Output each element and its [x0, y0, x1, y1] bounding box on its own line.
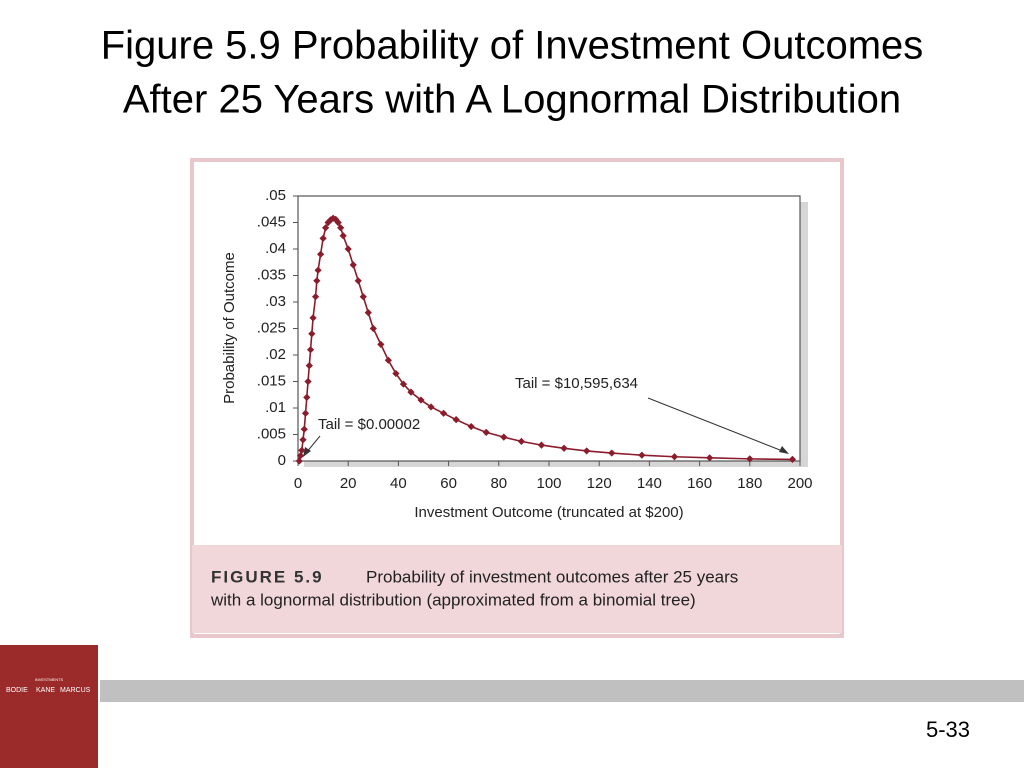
data-point: [452, 416, 460, 424]
logo-text: MARCUS: [60, 687, 91, 694]
data-point: [349, 261, 357, 269]
data-point: [364, 309, 372, 317]
data-point: [500, 433, 508, 441]
y-tick-label: .02: [265, 346, 286, 363]
data-point: [467, 422, 475, 431]
data-point: [384, 356, 392, 364]
logo-text: BODIE: [6, 687, 28, 694]
y-tick-label: .01: [265, 399, 286, 416]
data-point: [377, 340, 385, 348]
data-point: [296, 452, 305, 460]
data-point: [299, 436, 307, 444]
data-point: [638, 451, 646, 459]
data-point: [309, 314, 317, 322]
data-point: [517, 437, 525, 445]
data-point: [334, 218, 342, 227]
x-tick-label: 180: [737, 475, 762, 492]
data-point: [319, 234, 327, 242]
data-point: [608, 449, 616, 457]
data-point: [305, 362, 313, 370]
data-point: [583, 447, 591, 455]
data-point: [337, 224, 345, 232]
data-point: [306, 346, 315, 354]
data-point: [369, 324, 377, 333]
x-tick-label: 160: [687, 475, 712, 492]
y-tick-label: .045: [257, 213, 286, 230]
logo-text: INVESTMENTS: [35, 677, 64, 682]
y-tick-label: .05: [265, 187, 286, 204]
data-point: [788, 455, 797, 464]
data-point: [344, 245, 352, 253]
data-point: [417, 396, 425, 404]
y-tick-label: .015: [257, 372, 286, 389]
data-point: [482, 428, 490, 436]
y-tick-label: .025: [257, 319, 286, 336]
arrowhead: [303, 447, 311, 457]
caption-text: Probability of investment outcomes after…: [366, 567, 738, 586]
y-tick-label: .005: [257, 425, 286, 442]
data-point: [300, 425, 308, 433]
data-point: [304, 377, 312, 386]
footer-bar: [100, 680, 1024, 702]
x-tick-label: 0: [294, 475, 302, 492]
data-point: [706, 454, 714, 462]
data-point: [301, 409, 310, 417]
logo: [0, 645, 98, 768]
annotation: Tail = $0.00002: [318, 416, 420, 433]
annotation-arrow: [647, 397, 786, 453]
data-point: [439, 409, 448, 417]
y-axis-label: Probability of Outcome: [221, 252, 238, 404]
data-point: [308, 330, 316, 338]
annotation: Tail = $10,595,634: [515, 375, 638, 392]
x-tick-label: 140: [637, 475, 662, 492]
data-point: [407, 388, 415, 396]
data-point: [359, 293, 367, 301]
data-point: [295, 457, 303, 465]
data-point: [322, 224, 330, 232]
slide-title: Figure 5.9 Probability of Investment Out…: [101, 24, 924, 68]
data-point: [298, 446, 306, 454]
caption-band: [192, 545, 842, 633]
data-point: [354, 277, 362, 285]
data-point: [392, 369, 400, 378]
data-point: [560, 444, 568, 452]
data-point: [316, 250, 325, 258]
data-point: [746, 455, 754, 463]
x-tick-label: 80: [490, 475, 507, 492]
plot-area: [297, 195, 801, 462]
logo-text: KANE: [36, 687, 55, 694]
data-point: [427, 403, 435, 411]
data-point: [311, 293, 320, 301]
data-point: [332, 215, 340, 223]
data-point: [670, 453, 679, 461]
arrowhead: [779, 446, 789, 454]
x-tick-label: 120: [587, 475, 612, 492]
y-tick-label: 0: [278, 452, 286, 469]
y-tick-label: .04: [265, 240, 286, 257]
caption-text: with a lognormal distribution (approxima…: [210, 590, 696, 609]
y-tick-label: .03: [265, 293, 286, 310]
x-tick-label: 40: [390, 475, 407, 492]
data-point: [314, 266, 322, 274]
data-point: [303, 393, 311, 401]
data-point: [313, 277, 321, 285]
caption-label: FIGURE 5.9: [211, 567, 324, 586]
data-point: [399, 380, 408, 388]
x-tick-label: 100: [536, 475, 561, 492]
data-point: [339, 232, 347, 240]
x-tick-label: 60: [440, 475, 457, 492]
y-tick-label: .035: [257, 266, 286, 283]
page-number: 5-33: [926, 717, 970, 742]
x-axis-label: Investment Outcome (truncated at $200): [414, 504, 683, 521]
slide-title: After 25 Years with A Lognormal Distribu…: [123, 78, 901, 122]
data-point: [537, 441, 546, 449]
x-tick-label: 200: [787, 475, 812, 492]
x-tick-label: 20: [340, 475, 357, 492]
